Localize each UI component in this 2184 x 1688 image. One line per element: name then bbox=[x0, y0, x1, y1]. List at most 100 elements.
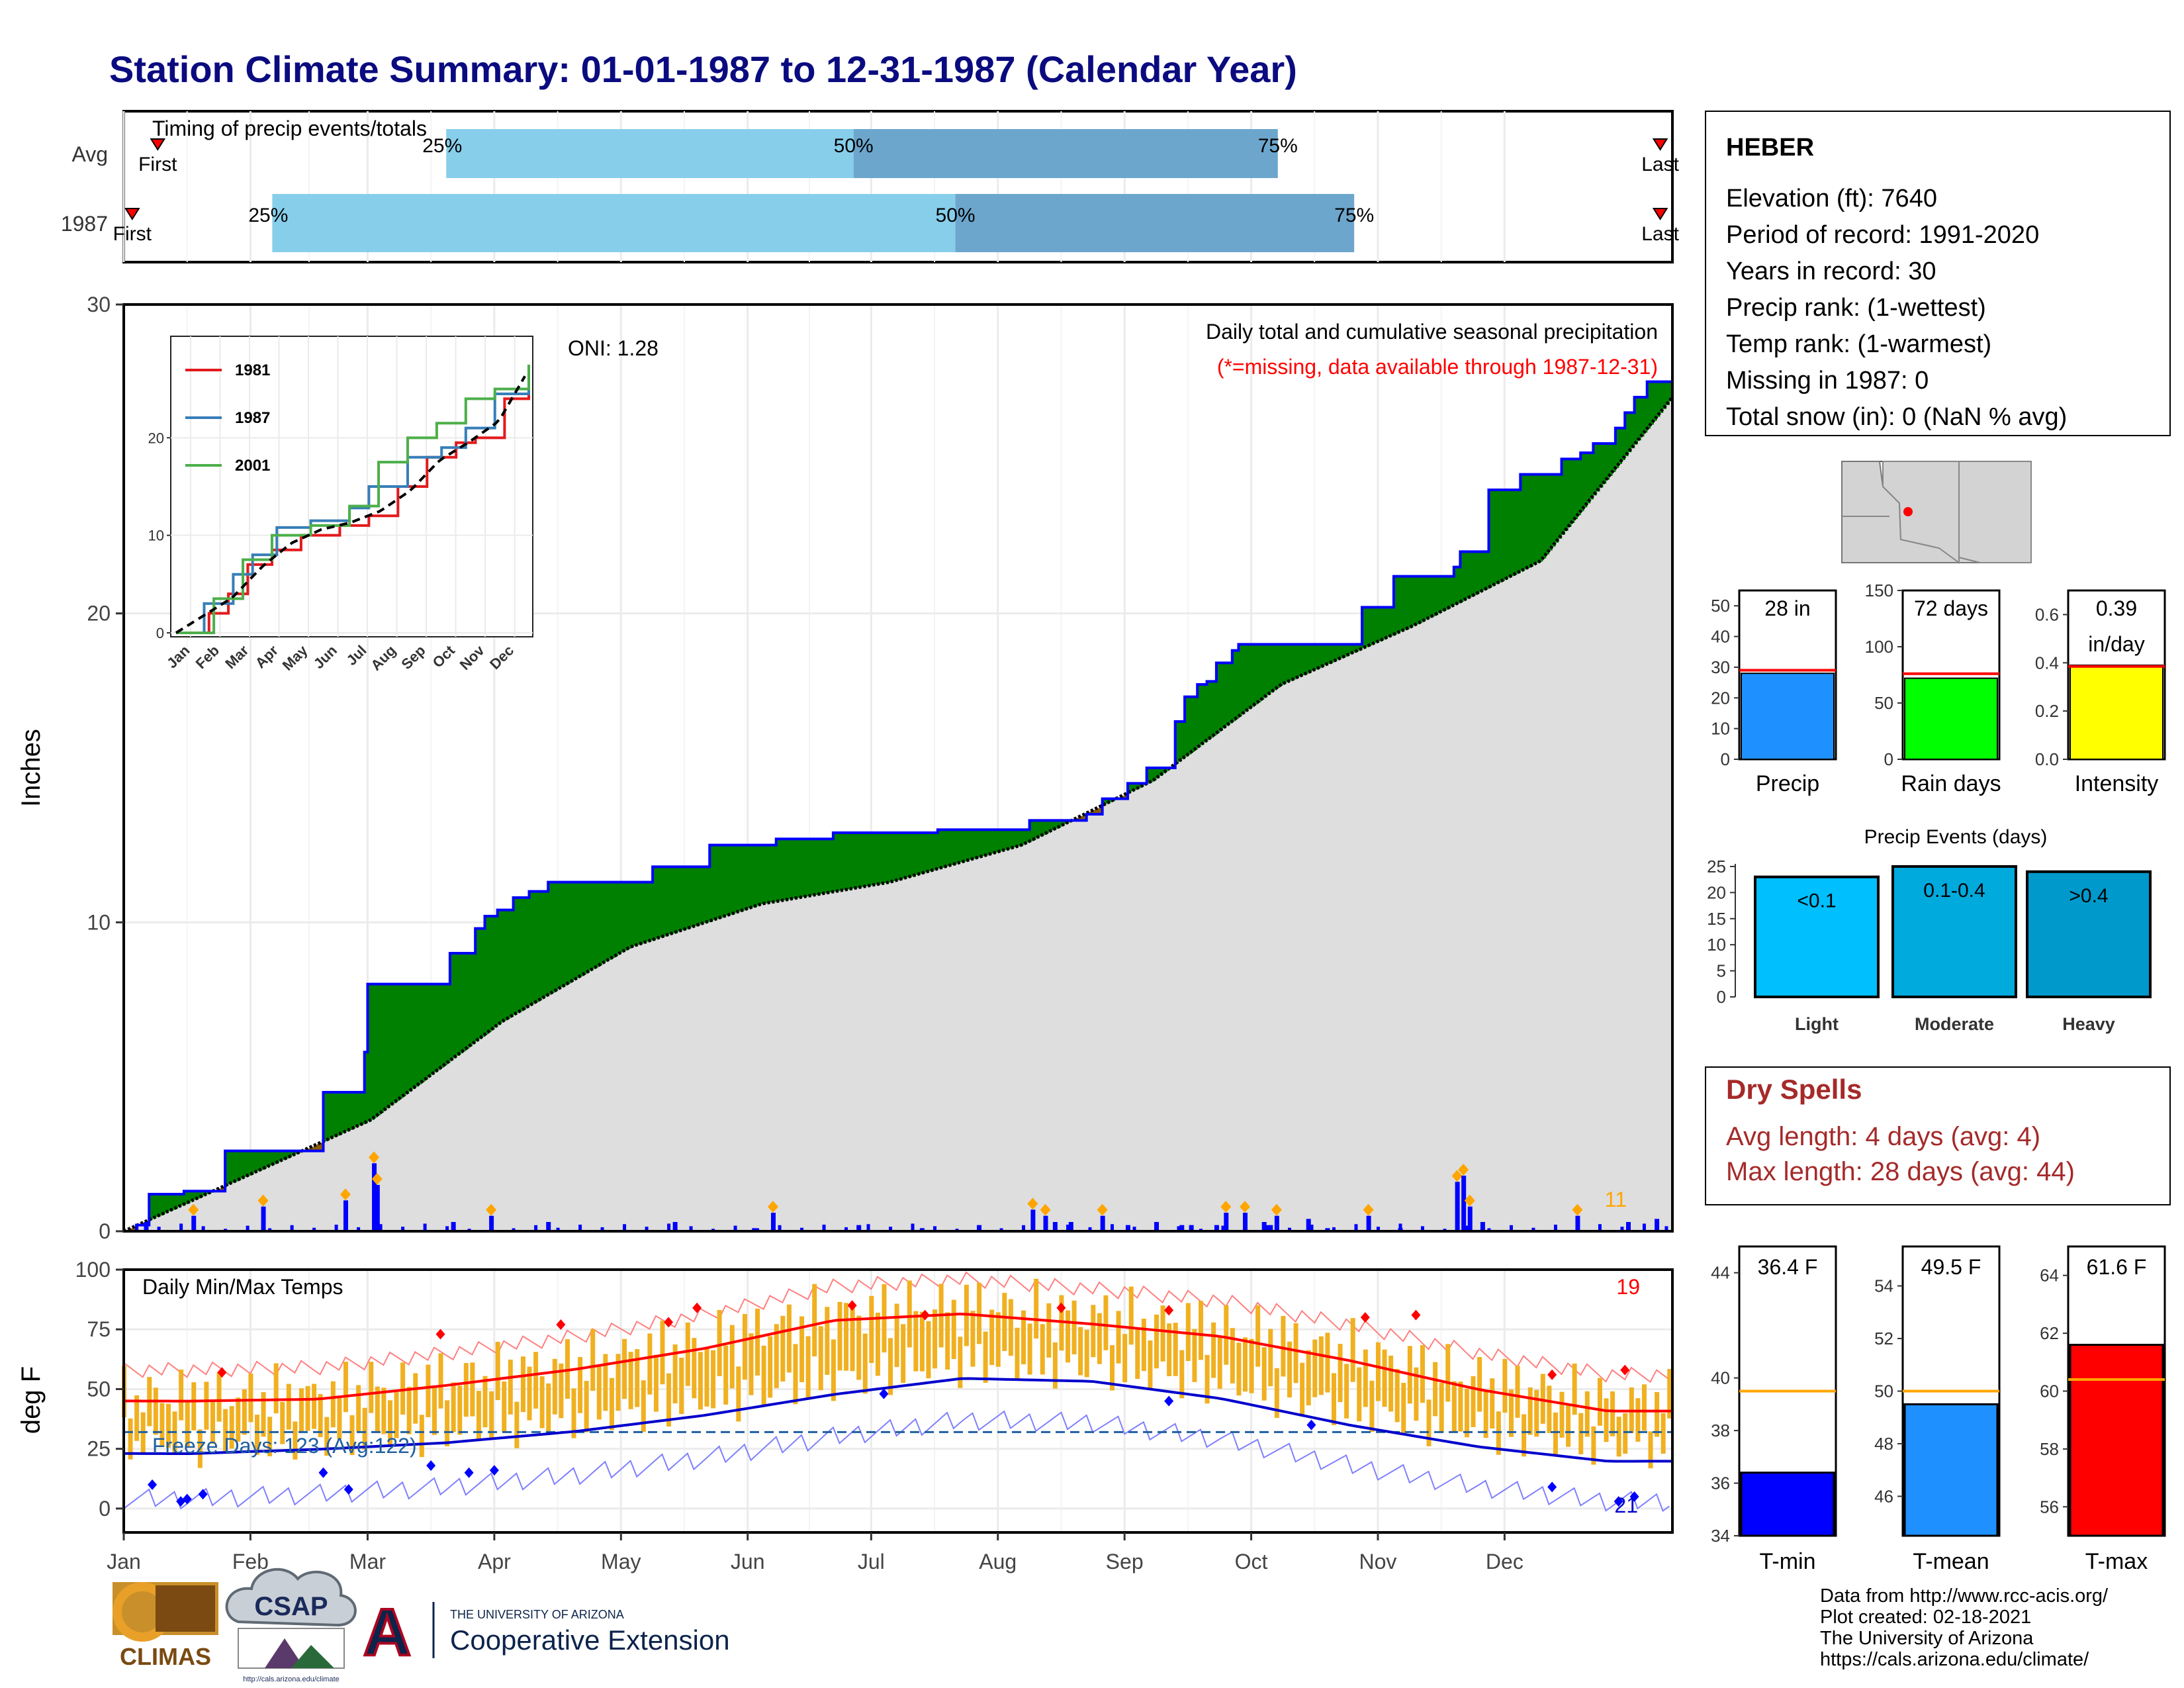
above-average-band bbox=[1257, 644, 1261, 702]
daily-temp-range-bar bbox=[242, 1389, 247, 1435]
above-average-band bbox=[1153, 768, 1157, 780]
above-average-band bbox=[197, 1191, 201, 1199]
daily-temp-range-bar bbox=[1312, 1339, 1318, 1397]
above-average-band bbox=[1637, 397, 1641, 441]
precip-ytick-label: 0 bbox=[99, 1219, 111, 1243]
above-average-band bbox=[1355, 644, 1359, 651]
summary-bar bbox=[1741, 673, 1835, 760]
page-title: Station Climate Summary: 01-01-1987 to 1… bbox=[109, 48, 1297, 90]
daily-temp-range-bar bbox=[958, 1336, 963, 1388]
daily-precip-bar bbox=[1066, 1225, 1070, 1231]
record-high-marker bbox=[664, 1317, 674, 1328]
above-average-band bbox=[1643, 397, 1648, 433]
daily-temp-range-bar bbox=[1071, 1300, 1077, 1354]
temp-summary-ytick-label: 58 bbox=[2040, 1439, 2059, 1459]
above-average-band bbox=[259, 1150, 264, 1170]
above-average-band bbox=[950, 829, 954, 865]
above-average-band bbox=[1641, 397, 1645, 437]
above-average-band bbox=[1267, 644, 1271, 695]
daily-precip-bar bbox=[1354, 1224, 1358, 1231]
above-average-band bbox=[187, 1191, 191, 1203]
daily-precip-bar bbox=[1189, 1225, 1194, 1231]
above-average-band bbox=[858, 833, 862, 888]
daily-temp-range-bar bbox=[666, 1373, 672, 1427]
first-event-marker bbox=[150, 138, 166, 151]
record-low-marker bbox=[343, 1484, 353, 1495]
daily-temp-range-bar bbox=[1128, 1286, 1134, 1345]
above-average-band bbox=[653, 867, 657, 940]
above-average-band bbox=[1400, 576, 1404, 632]
above-average-band bbox=[915, 833, 919, 875]
above-average-band bbox=[1615, 428, 1619, 468]
daily-temp-range-bar bbox=[527, 1366, 532, 1421]
daily-precip-bar bbox=[1480, 1222, 1485, 1231]
daily-precip-bar bbox=[1214, 1225, 1219, 1231]
above-average-band bbox=[465, 953, 470, 1049]
above-average-band bbox=[1612, 444, 1616, 472]
above-average-band bbox=[665, 867, 669, 936]
ua-block-a-icon: A bbox=[363, 1595, 411, 1669]
above-average-band bbox=[1584, 453, 1588, 508]
record-high-marker bbox=[1056, 1302, 1066, 1313]
daily-temp-range-bar bbox=[1002, 1293, 1007, 1351]
above-average-band bbox=[937, 829, 942, 869]
above-average-band bbox=[617, 882, 621, 955]
above-average-band bbox=[1304, 644, 1309, 674]
above-average-band bbox=[437, 984, 441, 1070]
above-average-band bbox=[912, 833, 916, 876]
events-category-label: Light bbox=[1795, 1014, 1839, 1034]
daily-temp-range-bar bbox=[1224, 1305, 1229, 1365]
above-average-band bbox=[545, 891, 549, 997]
above-average-band bbox=[1283, 644, 1287, 684]
station-info-line: Elevation (ft): 7640 bbox=[1726, 185, 1937, 212]
above-average-band bbox=[1552, 474, 1556, 547]
daily-temp-range-bar bbox=[1502, 1358, 1508, 1413]
above-average-band bbox=[1054, 820, 1059, 829]
daily-temp-range-bar bbox=[698, 1352, 703, 1410]
oni-label: ONI: 1.28 bbox=[568, 336, 659, 360]
above-average-band bbox=[1340, 644, 1343, 659]
above-average-band bbox=[1191, 696, 1195, 752]
above-average-band bbox=[1495, 490, 1499, 585]
daily-precip-bar bbox=[1626, 1222, 1631, 1231]
above-average-band bbox=[1020, 829, 1024, 846]
inset-series-line bbox=[176, 364, 530, 634]
daily-temp-range-bar bbox=[818, 1326, 823, 1391]
above-average-band bbox=[1330, 644, 1334, 663]
daily-temp-range-bar bbox=[362, 1407, 367, 1450]
daily-precip-bar bbox=[999, 1228, 1003, 1231]
above-average-band bbox=[953, 829, 958, 865]
above-average-band bbox=[940, 829, 944, 868]
above-average-band bbox=[947, 829, 951, 867]
timing-row-label: Avg bbox=[71, 142, 108, 166]
temp-summary-label: T-max bbox=[2085, 1549, 2148, 1574]
above-average-band bbox=[871, 833, 875, 886]
daily-temp-range-bar bbox=[476, 1391, 481, 1440]
above-average-band bbox=[1178, 722, 1182, 762]
daily-temp-range-bar bbox=[1217, 1335, 1222, 1389]
record-low-marker bbox=[148, 1479, 158, 1490]
daily-precip-bar bbox=[1655, 1219, 1660, 1231]
above-average-band bbox=[1156, 768, 1160, 778]
above-average-band bbox=[1447, 576, 1451, 608]
daily-precip-bar bbox=[357, 1227, 361, 1231]
above-average-band bbox=[1235, 650, 1240, 719]
daily-temp-range-bar bbox=[1179, 1350, 1185, 1399]
above-average-band bbox=[1609, 444, 1613, 476]
daily-temp-range-bar bbox=[786, 1304, 792, 1373]
above-average-band bbox=[956, 829, 960, 864]
above-average-band bbox=[1203, 684, 1208, 743]
daily-temp-range-bar bbox=[1426, 1399, 1432, 1446]
record-high-marker bbox=[692, 1302, 702, 1313]
daily-temp-range-bar bbox=[1414, 1367, 1419, 1421]
daily-temp-range-bar bbox=[470, 1362, 475, 1417]
above-average-band bbox=[1435, 576, 1439, 615]
daily-temp-range-bar bbox=[330, 1381, 336, 1428]
daily-temp-range-bar bbox=[236, 1397, 241, 1442]
daily-temp-range-bar bbox=[356, 1385, 361, 1432]
above-average-band bbox=[199, 1191, 204, 1197]
daily-temp-range-bar bbox=[1471, 1376, 1476, 1427]
precip-event-marker bbox=[1027, 1197, 1038, 1210]
precip-event-marker bbox=[371, 1173, 383, 1185]
above-average-band bbox=[963, 829, 967, 862]
